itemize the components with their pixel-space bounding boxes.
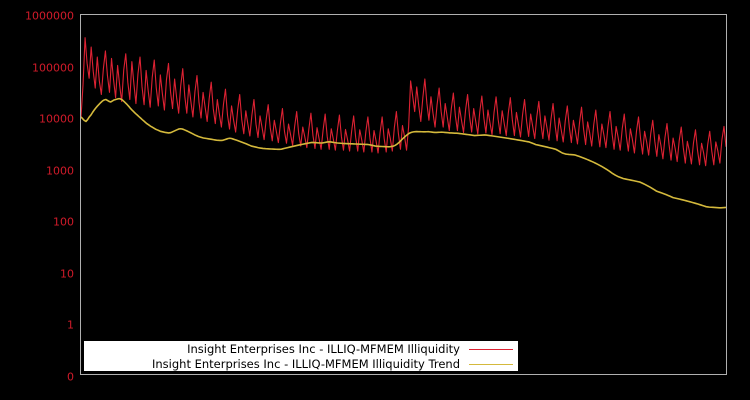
y-tick-10: 10 [60, 267, 74, 281]
chart-canvas [81, 37, 726, 209]
series-illiquidity [81, 37, 726, 167]
chart-legend[interactable]: Insight Enterprises Inc - ILLIQ-MFMEM Il… [84, 341, 518, 371]
legend-item-illiquidity[interactable]: Insight Enterprises Inc - ILLIQ-MFMEM Il… [85, 342, 517, 357]
series-illiquidity-trend [81, 97, 726, 209]
y-tick-1000: 1000 [46, 164, 74, 178]
y-tick-0: 0 [67, 370, 74, 384]
y-tick-100000: 100000 [32, 61, 74, 75]
legend-swatch-illiquidity-trend [469, 364, 513, 365]
legend-label-illiquidity: Insight Enterprises Inc - ILLIQ-MFMEM Il… [187, 342, 460, 356]
plot-area [80, 14, 727, 375]
y-tick-100: 100 [53, 215, 74, 229]
legend-swatch-illiquidity [469, 349, 513, 350]
y-tick-1000000: 1000000 [25, 9, 74, 23]
legend-item-illiquidity-trend[interactable]: Insight Enterprises Inc - ILLIQ-MFMEM Il… [85, 357, 517, 372]
y-axis-tick-labels: 1000000 100000 10000 1000 100 10 1 0 [0, 0, 74, 400]
y-tick-10000: 10000 [39, 112, 74, 126]
legend-label-illiquidity-trend: Insight Enterprises Inc - ILLIQ-MFMEM Il… [151, 357, 460, 371]
y-tick-1: 1 [67, 318, 74, 332]
